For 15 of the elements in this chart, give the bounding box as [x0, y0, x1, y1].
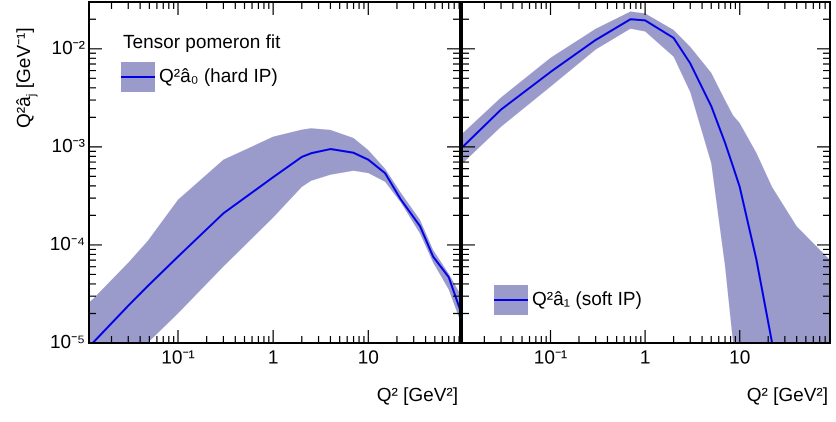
x-tick-label: 10⁻¹ [161, 348, 195, 369]
x-axis-title: Q² [GeV²] [746, 385, 828, 407]
y-tick-label: 10⁻⁵ [50, 332, 85, 354]
legend-label: Q²â₀ (hard IP) [159, 66, 278, 88]
y-tick-label: 10⁻⁴ [50, 234, 85, 256]
x-tick-label: 1 [640, 348, 650, 369]
x-axis-title: Q² [GeV²] [376, 385, 458, 407]
x-tick-label: 10⁻¹ [534, 348, 568, 369]
y-tick-label: 10⁻³ [52, 136, 85, 158]
x-tick-label: 10 [729, 348, 750, 369]
x-tick-label: 10 [358, 348, 379, 369]
legend-title: Tensor pomeron fit [122, 32, 280, 54]
x-tick-label: 1 [268, 348, 278, 369]
legend-label: Q²â₁ (soft IP) [532, 289, 642, 311]
y-tick-label: 10⁻² [52, 38, 85, 60]
